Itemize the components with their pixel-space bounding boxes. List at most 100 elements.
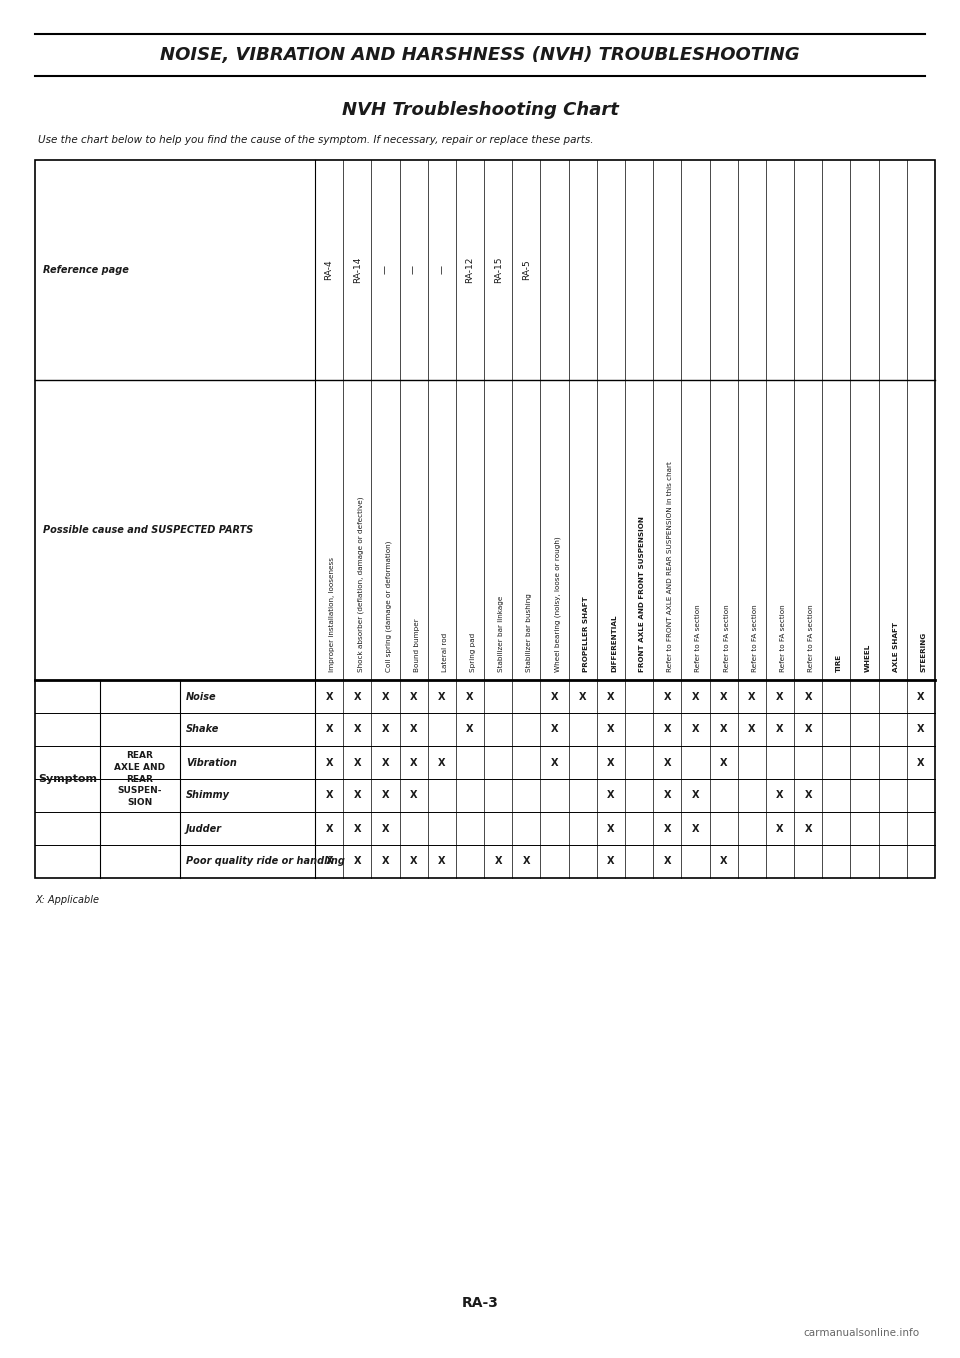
Text: X: X (748, 725, 756, 735)
Text: X: X (494, 857, 502, 866)
Text: X: X (551, 725, 559, 735)
Text: RA-14: RA-14 (352, 257, 362, 284)
Text: X: X (607, 790, 614, 800)
Text: Coil spring (damage or deformation): Coil spring (damage or deformation) (386, 540, 392, 672)
Text: X: X (551, 691, 559, 702)
Text: X: X (777, 823, 783, 834)
Text: Possible cause and SUSPECTED PARTS: Possible cause and SUSPECTED PARTS (43, 526, 253, 535)
Text: X: X (353, 790, 361, 800)
Text: X: X (551, 758, 559, 767)
Text: X: X (777, 790, 783, 800)
Text: X: X (382, 857, 389, 866)
Text: X: X (663, 691, 671, 702)
Text: X: X (467, 725, 473, 735)
Text: X: X (720, 725, 728, 735)
Text: Refer to FA section: Refer to FA section (808, 604, 814, 672)
Text: Shimmy: Shimmy (186, 790, 230, 800)
Text: TIRE: TIRE (836, 653, 842, 672)
Text: X: X (410, 857, 418, 866)
Text: X: X (720, 857, 728, 866)
Text: Judder: Judder (186, 823, 222, 834)
Text: DIFFERENTIAL: DIFFERENTIAL (611, 615, 617, 672)
Text: X: X (522, 857, 530, 866)
Text: PROPELLER SHAFT: PROPELLER SHAFT (583, 596, 588, 672)
Text: RA-15: RA-15 (493, 257, 503, 284)
Text: Shake: Shake (186, 725, 220, 735)
Text: X: X (607, 725, 614, 735)
Text: X: X (325, 790, 333, 800)
Text: X: X (607, 857, 614, 866)
Text: RA-12: RA-12 (466, 257, 474, 284)
Text: X: X (663, 758, 671, 767)
Text: X: X (663, 790, 671, 800)
Text: Bound bumper: Bound bumper (414, 618, 420, 672)
Text: —: — (438, 266, 446, 274)
Text: X: X (607, 758, 614, 767)
Text: Improper installation, looseness: Improper installation, looseness (329, 557, 335, 672)
Text: Reference page: Reference page (43, 265, 129, 276)
Text: X: X (692, 823, 699, 834)
Text: X: X (325, 823, 333, 834)
Text: X: X (353, 758, 361, 767)
Text: X: X (353, 691, 361, 702)
Text: X: X (804, 691, 812, 702)
Text: Refer to FA section: Refer to FA section (780, 604, 786, 672)
Text: X: X (353, 857, 361, 866)
Text: X: X (748, 691, 756, 702)
Text: Refer to FA section: Refer to FA section (752, 604, 757, 672)
Text: X: X (663, 725, 671, 735)
Text: X: X (663, 857, 671, 866)
Text: X: X (804, 823, 812, 834)
Text: X: X (325, 725, 333, 735)
Text: X: X (382, 758, 389, 767)
Text: X: X (692, 691, 699, 702)
Text: X: X (353, 823, 361, 834)
Text: X: X (353, 725, 361, 735)
Text: X: X (382, 823, 389, 834)
Text: X: X (325, 758, 333, 767)
Bar (35, 160, 935, 879)
Text: X: X (917, 691, 924, 702)
Text: X: X (410, 691, 418, 702)
Text: Stabilizer bar linkage: Stabilizer bar linkage (498, 596, 504, 672)
Text: X: X (692, 790, 699, 800)
Text: X: X (410, 790, 418, 800)
Text: RA-5: RA-5 (522, 259, 531, 280)
Text: NOISE, VIBRATION AND HARSHNESS (NVH) TROUBLESHOOTING: NOISE, VIBRATION AND HARSHNESS (NVH) TRO… (160, 46, 800, 64)
Text: Poor quality ride or handling: Poor quality ride or handling (186, 857, 345, 866)
Text: X: X (917, 758, 924, 767)
Text: RA-4: RA-4 (324, 259, 333, 280)
Text: X: X (804, 725, 812, 735)
Text: Refer to FRONT AXLE AND REAR SUSPENSION in this chart: Refer to FRONT AXLE AND REAR SUSPENSION … (667, 462, 673, 672)
Text: X: X (382, 790, 389, 800)
Text: X: X (607, 823, 614, 834)
Text: Wheel bearing (noisy, loose or rough): Wheel bearing (noisy, loose or rough) (555, 536, 561, 672)
Text: Lateral rod: Lateral rod (442, 633, 447, 672)
Text: X: X (777, 725, 783, 735)
Text: X: X (467, 691, 473, 702)
Text: X: X (692, 725, 699, 735)
Text: Spring pad: Spring pad (470, 633, 476, 672)
Text: Vibration: Vibration (186, 758, 237, 767)
Text: X: X (325, 857, 333, 866)
Text: STEERING: STEERING (921, 631, 927, 672)
Text: X: X (579, 691, 587, 702)
Text: Refer to FA section: Refer to FA section (695, 604, 702, 672)
Text: X: X (720, 758, 728, 767)
Text: RA-3: RA-3 (462, 1296, 498, 1310)
Text: X: X (720, 691, 728, 702)
Text: Refer to FA section: Refer to FA section (724, 604, 730, 672)
Text: X: X (804, 790, 812, 800)
Text: Shock absorber (deflation, damage or defective): Shock absorber (deflation, damage or def… (357, 497, 364, 672)
Text: X: X (438, 857, 445, 866)
Text: Noise: Noise (186, 691, 217, 702)
Text: Stabilizer bar bushing: Stabilizer bar bushing (526, 593, 533, 672)
Text: WHEEL: WHEEL (865, 644, 871, 672)
Text: X: X (917, 725, 924, 735)
Text: —: — (381, 266, 390, 274)
Text: X: X (382, 725, 389, 735)
Text: X: X (607, 691, 614, 702)
Text: REAR
AXLE AND
REAR
SUSPEN-
SION: REAR AXLE AND REAR SUSPEN- SION (114, 751, 165, 807)
Text: X: X (438, 758, 445, 767)
Text: NVH Troubleshooting Chart: NVH Troubleshooting Chart (342, 100, 618, 120)
